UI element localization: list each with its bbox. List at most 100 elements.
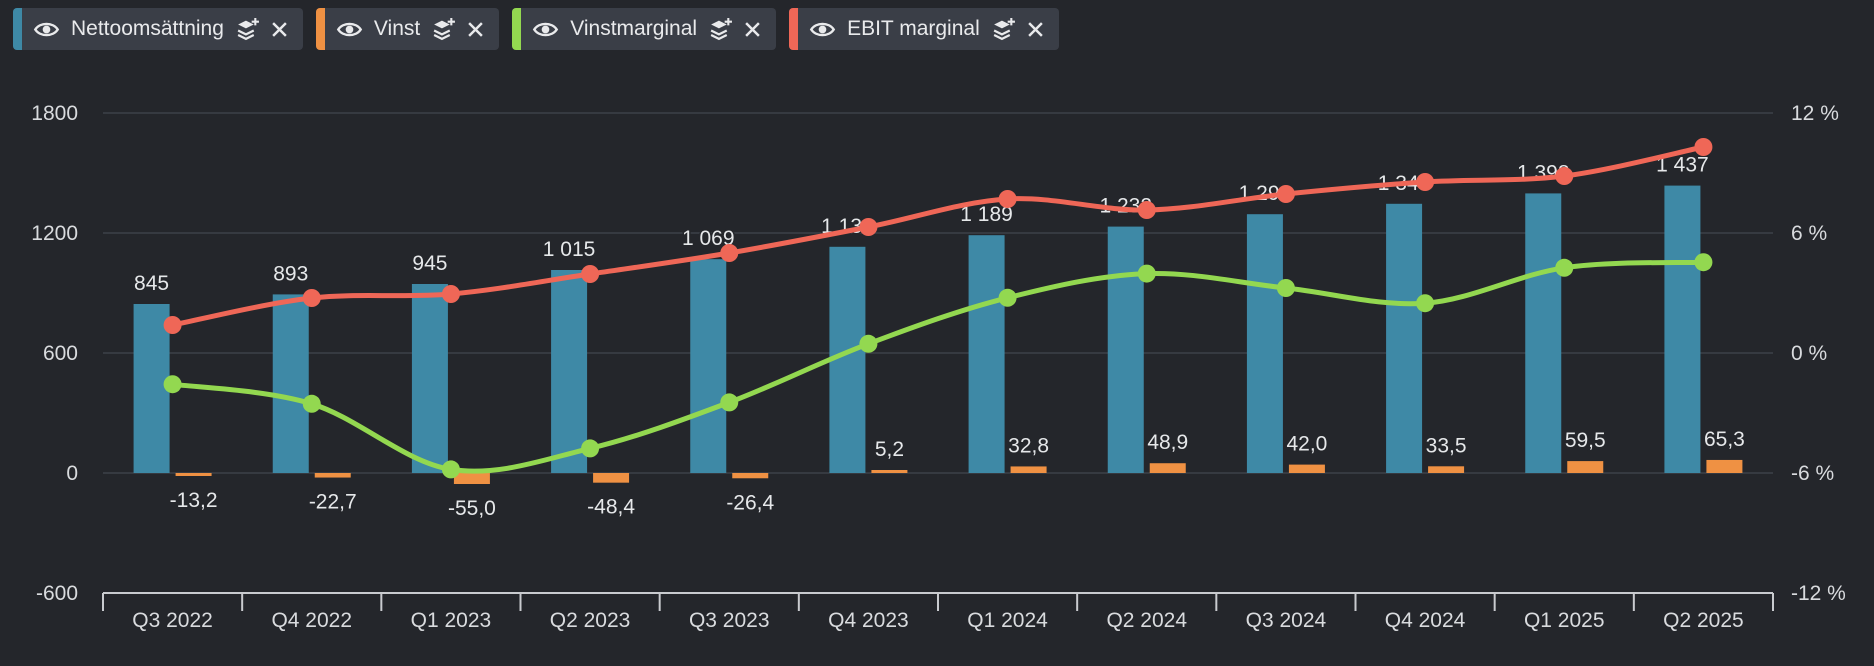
layers-plus-icon[interactable] bbox=[991, 17, 1016, 42]
marker-vinstmarginal[interactable] bbox=[1416, 294, 1435, 313]
marker-ebit-marginal[interactable] bbox=[302, 289, 321, 307]
marker-vinstmarginal[interactable] bbox=[1137, 264, 1156, 283]
marker-vinstmarginal[interactable] bbox=[859, 334, 878, 353]
marker-ebit-marginal[interactable] bbox=[998, 190, 1017, 208]
svg-text:12 %: 12 % bbox=[1791, 102, 1839, 125]
marker-vinstmarginal[interactable] bbox=[720, 393, 739, 412]
eye-icon[interactable] bbox=[809, 16, 836, 43]
close-icon[interactable] bbox=[744, 21, 761, 38]
bar-nettoomsattning[interactable] bbox=[1525, 193, 1562, 473]
marker-ebit-marginal[interactable] bbox=[441, 285, 460, 303]
marker-vinstmarginal[interactable] bbox=[302, 394, 321, 413]
legend-chip-nettoomsattning[interactable]: Nettoomsättning bbox=[13, 8, 303, 50]
marker-ebit-marginal[interactable] bbox=[1276, 185, 1295, 203]
series-color-strip bbox=[315, 8, 325, 50]
bar-vinst[interactable] bbox=[175, 473, 212, 476]
svg-text:59,5: 59,5 bbox=[1565, 429, 1606, 452]
svg-text:Q3 2023: Q3 2023 bbox=[689, 609, 770, 632]
svg-text:-26,4: -26,4 bbox=[726, 491, 774, 514]
close-icon[interactable] bbox=[271, 21, 288, 38]
bar-vinst[interactable] bbox=[314, 473, 351, 478]
marker-ebit-marginal[interactable] bbox=[581, 265, 600, 283]
marker-vinstmarginal[interactable] bbox=[441, 460, 460, 479]
svg-text:42,0: 42,0 bbox=[1286, 433, 1327, 456]
svg-text:-13,2: -13,2 bbox=[170, 489, 218, 512]
svg-text:893: 893 bbox=[273, 262, 308, 285]
eye-icon[interactable] bbox=[336, 16, 363, 43]
bar-nettoomsattning[interactable] bbox=[1386, 203, 1423, 474]
bar-vinst[interactable] bbox=[1567, 461, 1604, 473]
svg-text:0 %: 0 % bbox=[1791, 342, 1827, 365]
bar-vinst[interactable] bbox=[1010, 466, 1047, 473]
svg-text:-48,4: -48,4 bbox=[587, 496, 635, 519]
bar-vinst[interactable] bbox=[593, 473, 630, 483]
bar-nettoomsattning[interactable] bbox=[411, 284, 448, 473]
bar-vinst[interactable] bbox=[453, 473, 490, 484]
svg-text:5,2: 5,2 bbox=[875, 438, 904, 461]
svg-text:Q1 2023: Q1 2023 bbox=[411, 609, 492, 632]
bar-nettoomsattning[interactable] bbox=[829, 246, 866, 473]
marker-vinstmarginal[interactable] bbox=[163, 375, 182, 394]
bar-nettoomsattning[interactable] bbox=[1664, 185, 1701, 473]
svg-text:Q1 2025: Q1 2025 bbox=[1524, 609, 1605, 632]
marker-vinstmarginal[interactable] bbox=[998, 288, 1017, 307]
bar-vinst[interactable] bbox=[1428, 466, 1465, 473]
bar-nettoomsattning[interactable] bbox=[133, 304, 170, 473]
bar-nettoomsattning[interactable] bbox=[968, 235, 1005, 473]
marker-ebit-marginal[interactable] bbox=[720, 244, 739, 262]
bar-nettoomsattning[interactable] bbox=[1246, 214, 1283, 473]
marker-ebit-marginal[interactable] bbox=[1137, 201, 1156, 219]
marker-vinstmarginal[interactable] bbox=[1694, 253, 1713, 272]
marker-ebit-marginal[interactable] bbox=[1694, 138, 1713, 156]
svg-text:Q4 2024: Q4 2024 bbox=[1385, 609, 1466, 632]
svg-text:Q2 2025: Q2 2025 bbox=[1663, 609, 1744, 632]
svg-text:-6 %: -6 % bbox=[1791, 462, 1834, 485]
legend-chip-vinstmarginal[interactable]: Vinstmarginal bbox=[512, 8, 777, 50]
svg-text:6 %: 6 % bbox=[1791, 222, 1827, 245]
line-ebit-marginal bbox=[163, 138, 1713, 334]
legend-label: Vinstmarginal bbox=[570, 17, 698, 40]
legend-chip-vinst[interactable]: Vinst bbox=[315, 8, 500, 50]
eye-icon[interactable] bbox=[532, 16, 559, 43]
svg-text:Q4 2022: Q4 2022 bbox=[271, 609, 352, 632]
svg-text:48,9: 48,9 bbox=[1147, 431, 1188, 454]
bar-nettoomsattning[interactable] bbox=[690, 259, 727, 473]
eye-icon[interactable] bbox=[33, 16, 60, 43]
bar-nettoomsattning[interactable] bbox=[551, 270, 588, 473]
layers-plus-icon[interactable] bbox=[431, 17, 456, 42]
layers-plus-icon[interactable] bbox=[235, 17, 260, 42]
bar-vinst[interactable] bbox=[871, 470, 908, 473]
x-axis-line bbox=[102, 592, 1774, 611]
marker-vinstmarginal[interactable] bbox=[1276, 279, 1295, 297]
close-icon[interactable] bbox=[467, 21, 484, 38]
series-color-strip bbox=[512, 8, 522, 50]
marker-ebit-marginal[interactable] bbox=[163, 316, 182, 334]
svg-text:-12 %: -12 % bbox=[1791, 582, 1846, 605]
layers-plus-icon[interactable] bbox=[708, 17, 733, 42]
bar-vinst[interactable] bbox=[1706, 459, 1743, 473]
bar-vinst[interactable] bbox=[1288, 464, 1325, 473]
legend-bar: Nettoomsättning Vinst bbox=[13, 8, 1059, 50]
bar-nettoomsattning[interactable] bbox=[1107, 226, 1144, 473]
bar-vinst[interactable] bbox=[732, 473, 769, 479]
bar-nettoomsattning[interactable] bbox=[272, 294, 309, 473]
bar-vinst[interactable] bbox=[1149, 463, 1186, 473]
marker-vinstmarginal[interactable] bbox=[1555, 258, 1574, 277]
svg-text:Q3 2022: Q3 2022 bbox=[132, 609, 213, 632]
axis-labels: 1800 1200 600 0 -600 12 % 6 % 0 % -6 % -12 % Q3 20… bbox=[31, 102, 1846, 632]
legend-chip-ebit-marginal[interactable]: EBIT marginal bbox=[789, 8, 1059, 50]
line-vinstmarginal bbox=[163, 253, 1713, 479]
marker-ebit-marginal[interactable] bbox=[859, 218, 878, 236]
svg-text:1 015: 1 015 bbox=[543, 238, 596, 261]
svg-text:945: 945 bbox=[412, 252, 447, 275]
marker-ebit-marginal[interactable] bbox=[1416, 173, 1435, 191]
series-color-strip bbox=[789, 8, 799, 50]
svg-text:-55,0: -55,0 bbox=[448, 497, 496, 520]
svg-text:Q2 2024: Q2 2024 bbox=[1106, 609, 1187, 632]
marker-ebit-marginal[interactable] bbox=[1555, 167, 1574, 185]
close-icon[interactable] bbox=[1027, 21, 1044, 38]
legend-label: Vinst bbox=[373, 17, 421, 40]
marker-vinstmarginal[interactable] bbox=[581, 439, 600, 458]
